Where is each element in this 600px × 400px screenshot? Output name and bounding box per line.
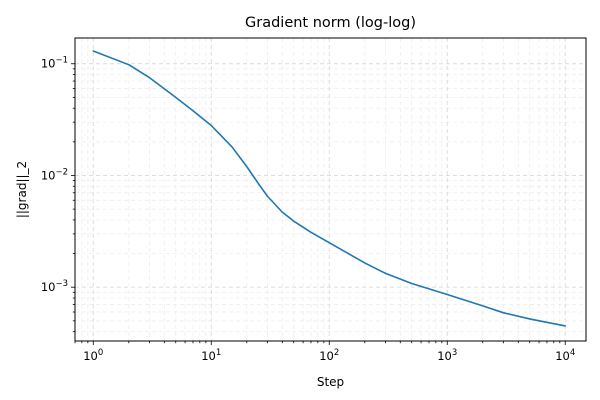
y-tick-label: 10−2 (41, 167, 68, 182)
plot-frame (74, 37, 587, 342)
minor-grid (74, 38, 586, 341)
chart-title: Gradient norm (log-log) (245, 15, 416, 31)
x-tick-label: 103 (437, 348, 457, 363)
x-tick-label: 102 (319, 348, 339, 363)
major-grid (75, 38, 586, 341)
y-axis-label: ||grad||_2 (15, 161, 29, 218)
ticks-layer: 100 101 102 103 104 10−3 10−2 10−1 (41, 56, 575, 363)
x-axis-label: Step (317, 375, 344, 389)
x-tick-label: 104 (555, 348, 575, 363)
x-tick-label: 101 (201, 348, 221, 363)
series-layer (92, 50, 567, 327)
y-tick-label: 10−3 (41, 279, 68, 294)
x-tick-label: 100 (83, 348, 103, 363)
y-tick-label: 10−1 (41, 56, 68, 71)
series-line-0 (92, 50, 567, 327)
